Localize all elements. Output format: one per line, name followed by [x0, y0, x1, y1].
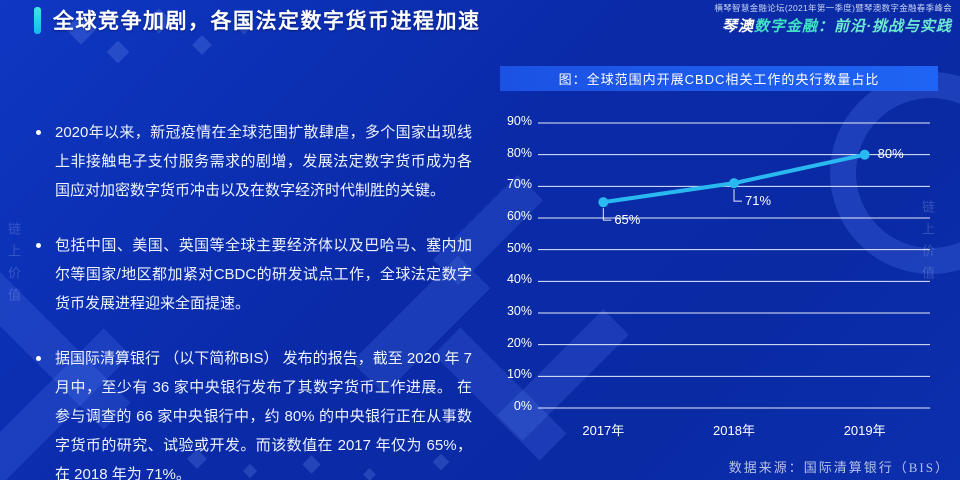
data-point-label: 80%: [877, 145, 904, 161]
x-axis-tick-label: 2017年: [582, 423, 625, 438]
mosaic-square: [106, 40, 130, 64]
bullet-text: 包括中国、美国、英国等全球主要经济体以及巴哈马、塞内加尔等国家/地区都加紧对CB…: [55, 237, 472, 312]
y-axis-tick-label: 0%: [513, 399, 532, 413]
key-points-list: 2020年以来，新冠疫情在全球范围扩散肆虐，多个国家出现线上非接触电子支付服务需…: [34, 118, 472, 480]
title-accent-bar: [34, 7, 41, 34]
y-axis-tick-label: 70%: [506, 177, 532, 192]
chart-plot: 90% 80% 70% 60% 50% 40% 30% 20% 10% 0% 65% 71% 80% 20…: [494, 108, 946, 456]
chart-title-bar: 图：全球范围内开展CBDC相关工作的央行数量占比: [500, 66, 938, 91]
y-axis-tick-label: 80%: [506, 145, 532, 160]
event-logo-line: 琴澳数字金融：前沿·挑战与实践: [714, 15, 952, 36]
list-item: 包括中国、美国、英国等全球主要经济体以及巴哈马、塞内加尔等国家/地区都加紧对CB…: [34, 231, 472, 318]
y-axis-tick-label: 20%: [506, 335, 532, 350]
list-item: 据国际清算银行 （以下简称BIS） 发布的报告，截至 2020 年 7 月中，至…: [34, 344, 472, 480]
bullet-text: 据国际清算银行 （以下简称BIS） 发布的报告，截至 2020 年 7 月中，至…: [55, 350, 472, 480]
y-axis-tick-label: 40%: [506, 272, 532, 287]
data-source-note: 数据来源：国际清算银行（BIS）: [728, 460, 950, 475]
y-axis-tick-label: 60%: [506, 209, 532, 223]
page-title: 全球竞争加剧，各国法定数字货币进程加速: [53, 10, 481, 33]
bullet-dot-icon: [36, 130, 41, 135]
bullet-text: 2020年以来，新冠疫情在全球范围扩散肆虐，多个国家出现线上非接触电子支付服务需…: [55, 124, 472, 199]
bullet-dot-icon: [36, 243, 41, 248]
event-branding: 横琴智慧金融论坛(2021年第一季度)暨琴澳数字金融春季峰会 琴澳数字金融：前沿…: [714, 2, 952, 36]
y-axis-tick-label: 30%: [506, 304, 532, 318]
event-logo-part3: ：前沿·挑战与实践: [818, 18, 952, 35]
list-item: 2020年以来，新冠疫情在全球范围扩散肆虐，多个国家出现线上非接触电子支付服务需…: [34, 118, 472, 205]
chart-title: 图：全球范围内开展CBDC相关工作的央行数量占比: [558, 72, 880, 87]
event-name-line: 横琴智慧金融论坛(2021年第一季度)暨琴澳数字金融春季峰会: [714, 3, 952, 13]
y-axis-tick-label: 90%: [506, 114, 532, 128]
bullet-dot-icon: [36, 356, 41, 361]
watermark-vertical-text: 链上价值: [6, 222, 21, 310]
event-logo-part2: 数字金融: [753, 18, 818, 35]
x-axis-tick-label: 2019年: [843, 423, 886, 438]
mosaic-square: [192, 35, 212, 55]
y-axis-tick-label: 50%: [506, 240, 532, 255]
data-point-label: 71%: [745, 193, 772, 209]
x-axis-tick-label: 2018年: [713, 423, 755, 438]
header: 全球竞争加剧，各国法定数字货币进程加速: [34, 5, 481, 35]
event-logo-part1: 琴澳: [721, 18, 754, 35]
chart-svg: [538, 122, 930, 409]
data-point-label: 65%: [614, 212, 641, 228]
y-axis-tick-label: 10%: [506, 367, 532, 382]
